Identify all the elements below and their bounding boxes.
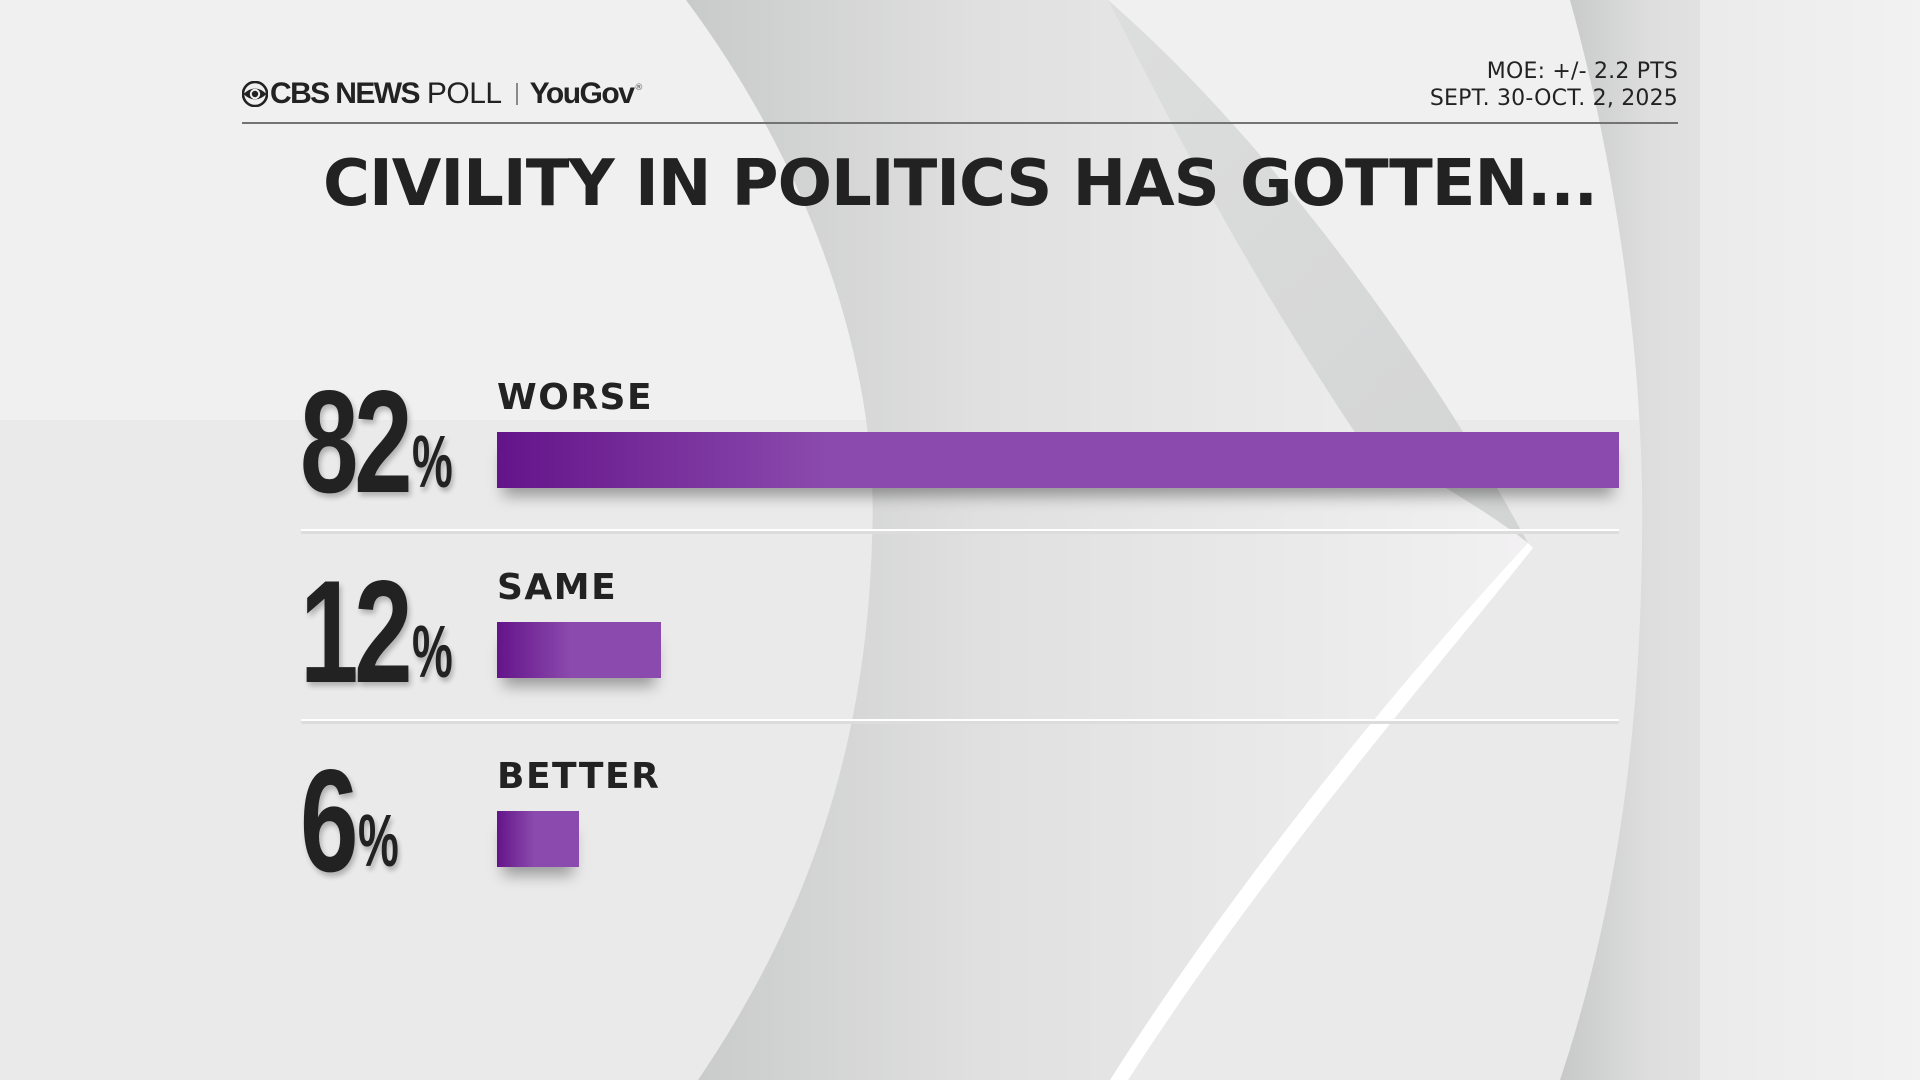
row-separator [301,719,1619,724]
bar-same [497,622,661,678]
bar-row-better: 6 % BETTER [300,739,1620,902]
category-label: BETTER [497,756,661,797]
poll-dates: SEPT. 30-OCT. 2, 2025 [1429,86,1678,111]
logo-registered-mark: ® [634,83,644,93]
value-number: 6 [300,739,358,902]
row-separator [301,529,1619,534]
percent-sign: % [358,799,399,882]
value-label: 82 % [300,360,454,523]
bar-worse [497,432,1619,488]
logo-poll: POLL [426,77,502,110]
header-divider [242,122,1678,124]
eye-upper-crescent [1108,0,1528,543]
cbs-news-poll-yougov-logo: CBS NEWS POLL YouGov ® [242,77,644,110]
margin-of-error: MOE: +/- 2.2 PTS [1486,59,1678,84]
percent-sign: % [412,610,454,693]
logo-separator [515,83,518,105]
cbs-eye-icon [242,81,268,107]
bar-better [497,811,579,867]
value-number: 12 [300,550,413,713]
value-number: 82 [300,360,413,523]
value-label: 12 % [300,550,454,713]
bar-row-worse: 82 % WORSE [300,360,1620,523]
category-label: WORSE [497,377,654,418]
chart-title: CIVILITY IN POLITICS HAS GOTTEN... [323,147,1598,221]
category-label: SAME [497,567,618,608]
logo-brand: CBS NEWS [270,77,420,110]
percent-sign: % [412,420,454,503]
value-label: 6 % [300,739,399,902]
eye-highlight-line [1110,543,1533,1080]
logo-partner: YouGov [529,77,635,110]
poll-meta: MOE: +/- 2.2 PTS SEPT. 30-OCT. 2, 2025 [1430,58,1678,112]
bar-row-same: 12 % SAME [300,550,1620,713]
